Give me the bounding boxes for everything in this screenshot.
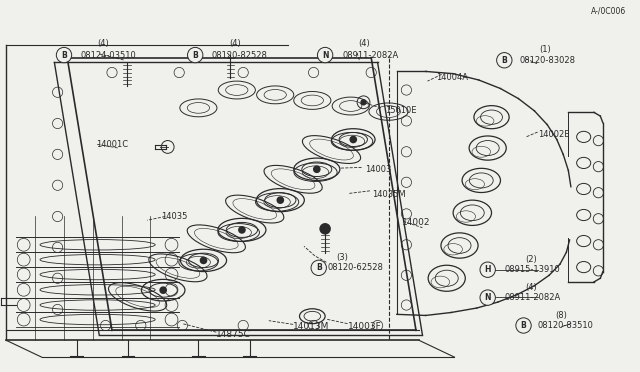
Text: 08120-83510: 08120-83510 <box>538 321 593 330</box>
Text: 14003F: 14003F <box>348 322 381 331</box>
Text: 14035M: 14035M <box>372 190 406 199</box>
Text: 14002: 14002 <box>402 218 431 227</box>
Circle shape <box>516 318 531 333</box>
Circle shape <box>360 99 367 106</box>
Circle shape <box>480 290 495 305</box>
Text: 14875C: 14875C <box>216 330 251 339</box>
Text: 14013M: 14013M <box>293 322 330 331</box>
Text: H: H <box>484 265 491 274</box>
Text: (4): (4) <box>97 39 109 48</box>
Text: N: N <box>322 51 328 60</box>
Text: B: B <box>502 56 507 65</box>
Text: 08120-82528: 08120-82528 <box>211 51 267 60</box>
Circle shape <box>276 196 284 204</box>
Text: 15010E: 15010E <box>385 106 417 115</box>
Text: (4): (4) <box>358 39 370 48</box>
Circle shape <box>313 166 321 173</box>
Circle shape <box>480 262 495 278</box>
Text: (4): (4) <box>525 283 536 292</box>
Text: 08915-13910: 08915-13910 <box>504 265 560 274</box>
Circle shape <box>200 257 207 264</box>
Text: (4): (4) <box>229 39 241 48</box>
Text: (3): (3) <box>336 253 348 262</box>
Text: B: B <box>316 263 321 272</box>
Text: B: B <box>193 51 198 60</box>
Text: (8): (8) <box>556 311 568 320</box>
Text: 14002E: 14002E <box>538 130 569 139</box>
Text: 08120-62528: 08120-62528 <box>328 263 383 272</box>
Circle shape <box>497 52 512 68</box>
Circle shape <box>317 47 333 63</box>
Circle shape <box>319 223 331 234</box>
Text: 14003: 14003 <box>365 165 391 174</box>
Text: 08124-03510: 08124-03510 <box>80 51 136 60</box>
Circle shape <box>238 226 246 234</box>
Text: 08911-2082A: 08911-2082A <box>504 293 561 302</box>
Circle shape <box>56 47 72 63</box>
Text: B: B <box>521 321 526 330</box>
Circle shape <box>159 286 167 294</box>
Text: 14004A: 14004A <box>436 73 468 82</box>
Text: A-/0C006: A-/0C006 <box>591 7 626 16</box>
Text: 08911-2082A: 08911-2082A <box>342 51 399 60</box>
Text: B: B <box>61 51 67 60</box>
Text: 14035: 14035 <box>161 212 188 221</box>
Text: (1): (1) <box>539 45 550 54</box>
Text: 14001C: 14001C <box>96 140 128 149</box>
Circle shape <box>311 260 326 276</box>
Circle shape <box>349 136 357 143</box>
Text: (2): (2) <box>525 255 536 264</box>
Text: N: N <box>484 293 491 302</box>
Text: 08120-83028: 08120-83028 <box>520 56 576 65</box>
Circle shape <box>188 47 203 63</box>
